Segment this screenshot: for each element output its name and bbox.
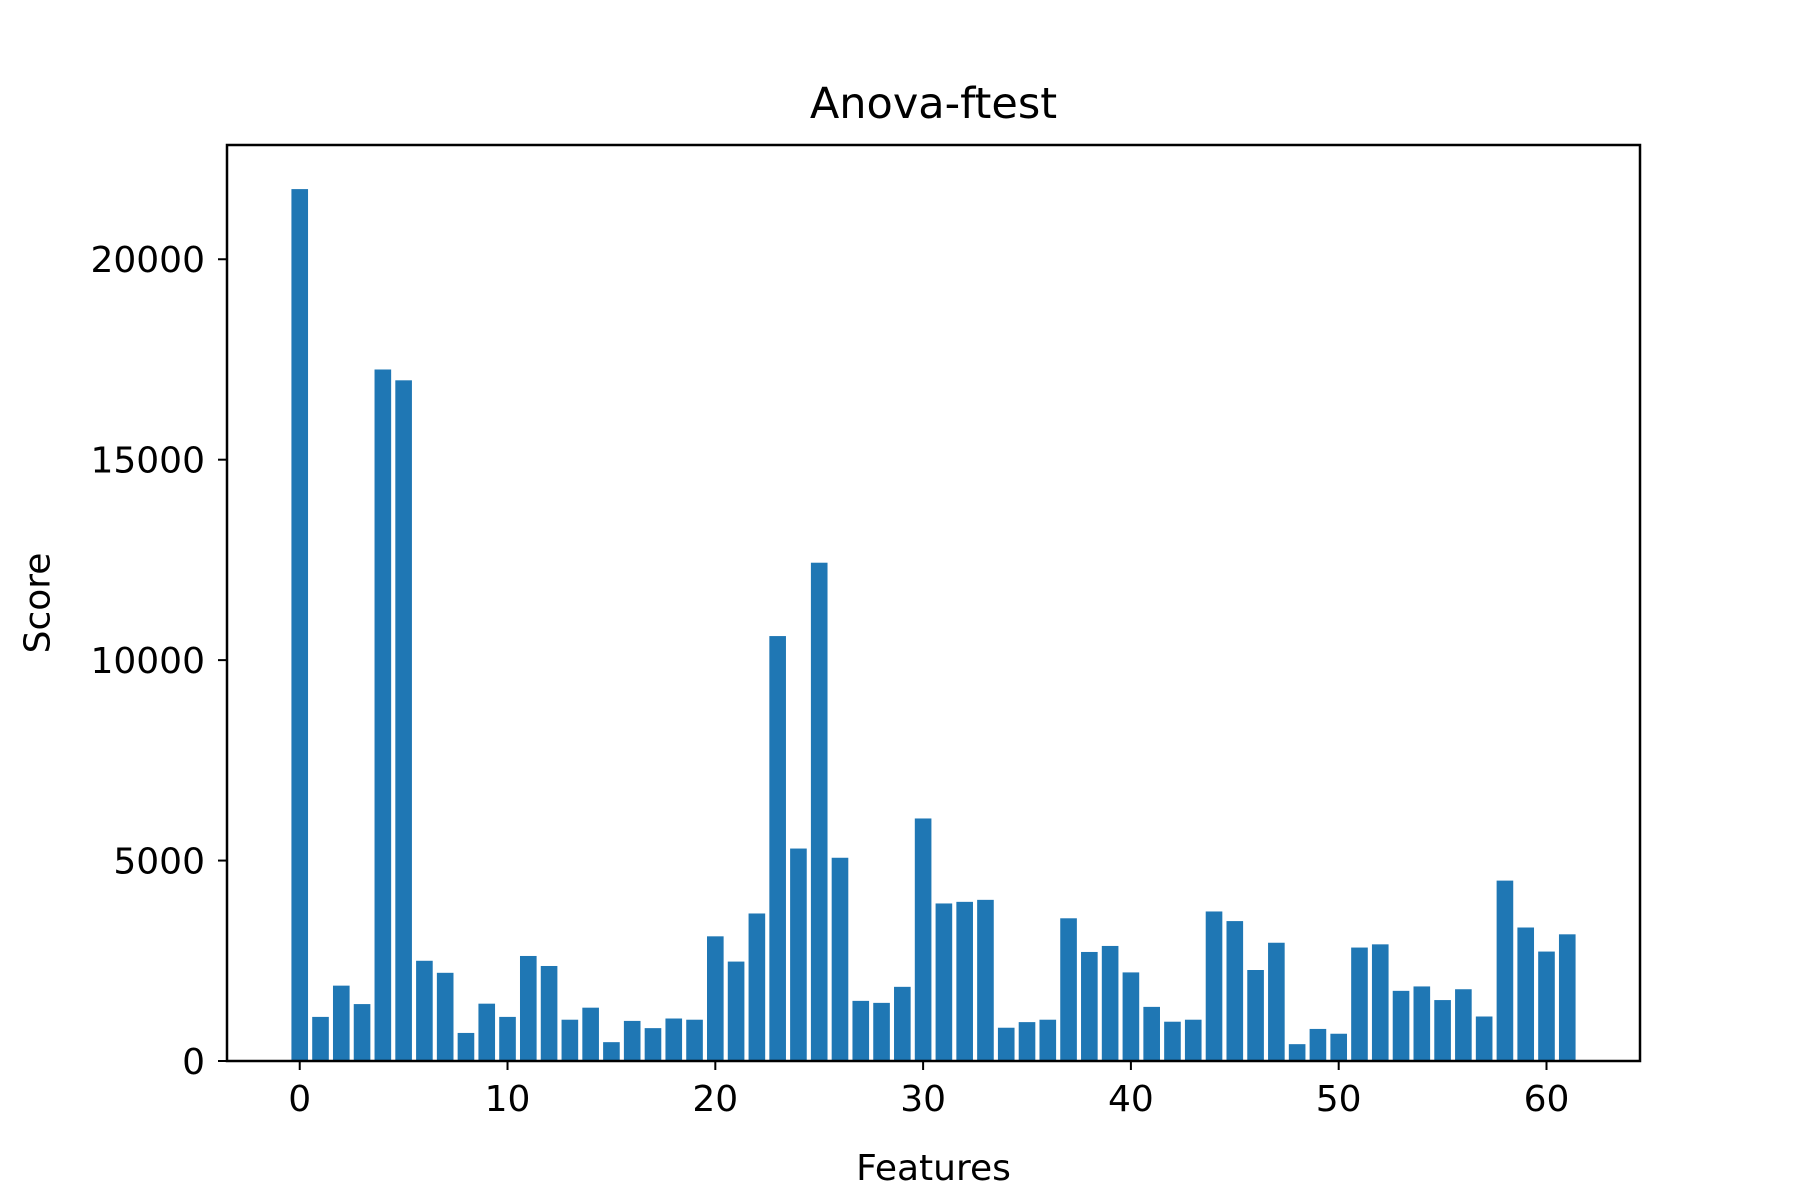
bar-feature-12 [540,965,558,1061]
bar-feature-41 [1143,1006,1160,1061]
x-tick-label-60: 60 [1524,1079,1570,1120]
bar-feature-33 [977,899,994,1061]
bar-feature-39 [1101,945,1119,1061]
bar-feature-58 [1496,880,1514,1061]
bar-feature-55 [1434,1000,1451,1061]
y-tick-label-5000: 5000 [113,842,205,883]
bar-feature-7 [436,972,454,1061]
x-tick-label-10: 10 [485,1079,531,1120]
bar-feature-37 [1060,918,1077,1061]
x-tick-label-20: 20 [692,1079,738,1120]
bar-feature-6 [416,960,433,1061]
bar-feature-1 [312,1016,329,1061]
bar-feature-31 [935,903,953,1061]
bar-feature-45 [1226,921,1244,1061]
bar-feature-24 [790,848,807,1061]
bar-feature-56 [1455,989,1472,1061]
bar-feature-54 [1413,986,1431,1061]
bar-feature-36 [1039,1019,1057,1061]
bar-feature-19 [686,1019,703,1061]
bar-feature-21 [727,961,745,1061]
bar-feature-18 [665,1018,683,1061]
bar-feature-44 [1205,911,1223,1061]
bar-feature-30 [914,818,932,1061]
bar-feature-34 [997,1027,1015,1061]
bar-feature-46 [1247,970,1264,1061]
bar-feature-25 [810,562,828,1061]
bar-feature-2 [332,985,350,1061]
y-tick-label-20000: 20000 [90,240,205,281]
y-tick-label-10000: 10000 [90,641,205,682]
bar-feature-10 [499,1016,516,1061]
y-axis-title: Score [18,553,59,654]
chart-title: Anova-ftest [810,79,1057,129]
bar-feature-26 [831,857,849,1061]
bar-feature-59 [1517,927,1535,1061]
y-axis-ticks: 0 5000 10000 15000 20000 [90,240,227,1083]
bar-feature-11 [519,955,537,1061]
bar-feature-0 [291,189,309,1062]
x-tick-label-30: 30 [900,1079,946,1120]
bar-feature-47 [1268,942,1285,1061]
bar-feature-23 [769,636,786,1061]
bar-feature-15 [603,1042,620,1061]
x-tick-label-0: 0 [288,1079,311,1120]
bar-feature-4 [374,369,392,1061]
bar-feature-53 [1392,990,1410,1061]
x-axis-title: Features [856,1148,1011,1189]
bar-feature-8 [457,1032,475,1061]
bar-feature-43 [1184,1019,1202,1061]
plot-area-frame [225,143,1642,1063]
bar-feature-3 [353,1004,371,1061]
y-tick-label-15000: 15000 [90,441,205,482]
bar-feature-42 [1164,1021,1181,1061]
bars-layer [291,189,1576,1062]
bar-feature-48 [1288,1044,1306,1061]
bar-feature-50 [1330,1033,1348,1061]
bar-feature-5 [395,380,412,1061]
bar-feature-27 [852,1000,870,1061]
bar-feature-22 [748,913,766,1061]
bar-feature-35 [1018,1022,1036,1061]
bar-feature-57 [1475,1016,1493,1061]
bar-feature-60 [1538,951,1555,1061]
bar-feature-9 [478,1003,496,1061]
bar-feature-51 [1351,947,1368,1061]
y-tick-label-0: 0 [182,1042,205,1083]
bar-feature-38 [1081,951,1098,1061]
bar-feature-14 [582,1007,599,1061]
bar-feature-52 [1371,944,1389,1061]
x-tick-label-40: 40 [1108,1079,1154,1120]
x-axis-ticks: 0 10 20 30 40 50 60 [288,1061,1569,1120]
bar-feature-13 [561,1019,579,1061]
bar-feature-16 [623,1020,641,1061]
bar-feature-61 [1558,934,1576,1061]
x-tick-label-50: 50 [1316,1079,1362,1120]
bar-feature-20 [707,936,724,1061]
bar-feature-32 [956,901,973,1061]
bar-feature-49 [1309,1028,1327,1061]
bar-feature-40 [1122,972,1140,1061]
bar-feature-29 [894,986,911,1061]
bar-feature-28 [873,1002,890,1061]
bar-feature-17 [644,1028,662,1061]
